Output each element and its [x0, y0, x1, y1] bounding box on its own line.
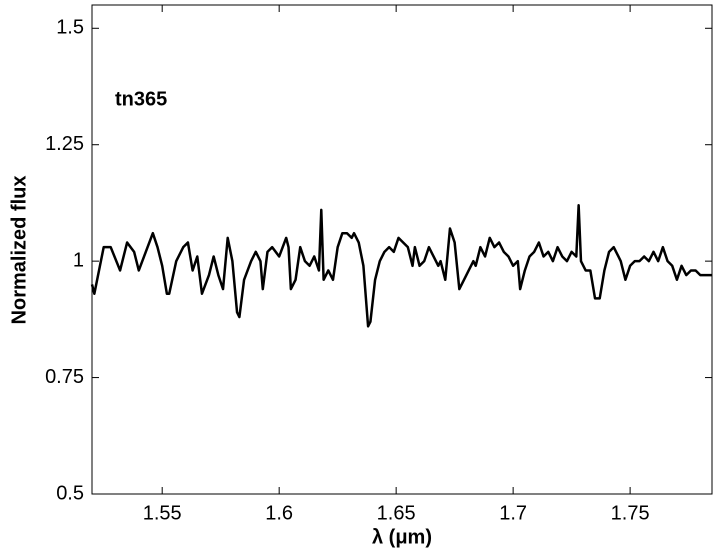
- x-axis-label: λ (μm): [372, 526, 432, 548]
- y-tick-label: 1.5: [56, 17, 84, 39]
- y-tick-label: 1.25: [45, 133, 84, 155]
- x-tick-label: 1.65: [377, 502, 416, 524]
- plot-frame: [91, 4, 713, 495]
- x-tick-label: 1.7: [499, 502, 527, 524]
- y-tick-label: 1: [73, 249, 84, 271]
- y-tick-label: 0.5: [56, 482, 84, 504]
- y-axis-label: Normalized flux: [8, 176, 30, 325]
- spectrum-line: [90, 204, 712, 328]
- x-tick-label: 1.6: [265, 502, 293, 524]
- x-tick-label: 1.55: [143, 502, 182, 524]
- x-tick-label: 1.75: [611, 502, 650, 524]
- annotation: tn365: [115, 88, 167, 110]
- y-tick-label: 0.75: [45, 366, 84, 388]
